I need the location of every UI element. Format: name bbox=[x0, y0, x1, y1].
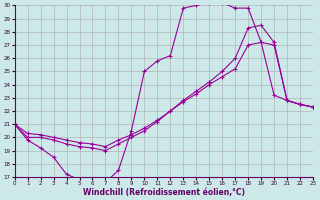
X-axis label: Windchill (Refroidissement éolien,°C): Windchill (Refroidissement éolien,°C) bbox=[83, 188, 245, 197]
